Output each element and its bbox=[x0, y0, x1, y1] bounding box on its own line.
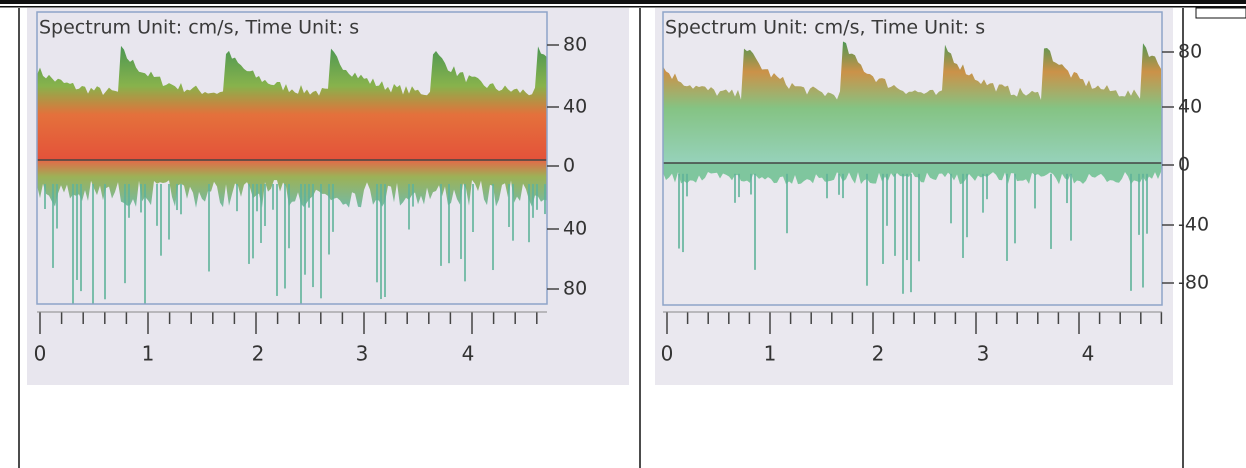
x-tick-label: 3 bbox=[977, 342, 990, 366]
photo bbox=[655, 8, 1173, 385]
y-tick-label: -40 bbox=[1178, 214, 1209, 236]
header-rule bbox=[0, 0, 1246, 4]
x-tick-label: 1 bbox=[764, 342, 777, 366]
y-tick-label: -80 bbox=[1178, 272, 1209, 294]
x-tick-label: 2 bbox=[872, 342, 885, 366]
y-tick-label: 40 bbox=[1178, 96, 1202, 118]
header-box bbox=[1195, 7, 1246, 19]
x-tick-label: 4 bbox=[462, 342, 475, 366]
spectrum-upper bbox=[663, 41, 1162, 163]
y-tick-label: 80 bbox=[563, 278, 587, 300]
x-tick-label: 2 bbox=[252, 342, 265, 366]
x-tick-label: 0 bbox=[661, 342, 674, 366]
spectrum bbox=[37, 45, 547, 304]
y-tick-label: 40 bbox=[563, 218, 587, 240]
plot-frame bbox=[662, 11, 1163, 306]
y-tick-label: 0 bbox=[1178, 154, 1190, 176]
x-tick-label: 4 bbox=[1082, 342, 1095, 366]
y-tick-label: 0 bbox=[563, 155, 575, 177]
y-tick-label: 80 bbox=[563, 34, 587, 56]
x-tick-label: 3 bbox=[356, 342, 369, 366]
y-tick-label: 40 bbox=[563, 96, 587, 118]
plot-frame bbox=[36, 11, 548, 305]
caption: Spectrum Unit: cm/s, Time Unit: s bbox=[665, 17, 985, 39]
spectrum-lower bbox=[37, 160, 547, 208]
panels: Spectrum Unit: cm/s, Time Unit: s8040040… bbox=[34, 11, 1209, 366]
header-rule bbox=[0, 6, 1246, 8]
x-tick-label: 0 bbox=[34, 342, 47, 366]
spectrum-upper bbox=[37, 45, 547, 160]
x-tick-label: 1 bbox=[142, 342, 155, 366]
spectrum bbox=[663, 41, 1162, 294]
caption: Spectrum Unit: cm/s, Time Unit: s bbox=[39, 17, 359, 39]
y-tick-label: 80 bbox=[1178, 41, 1202, 63]
